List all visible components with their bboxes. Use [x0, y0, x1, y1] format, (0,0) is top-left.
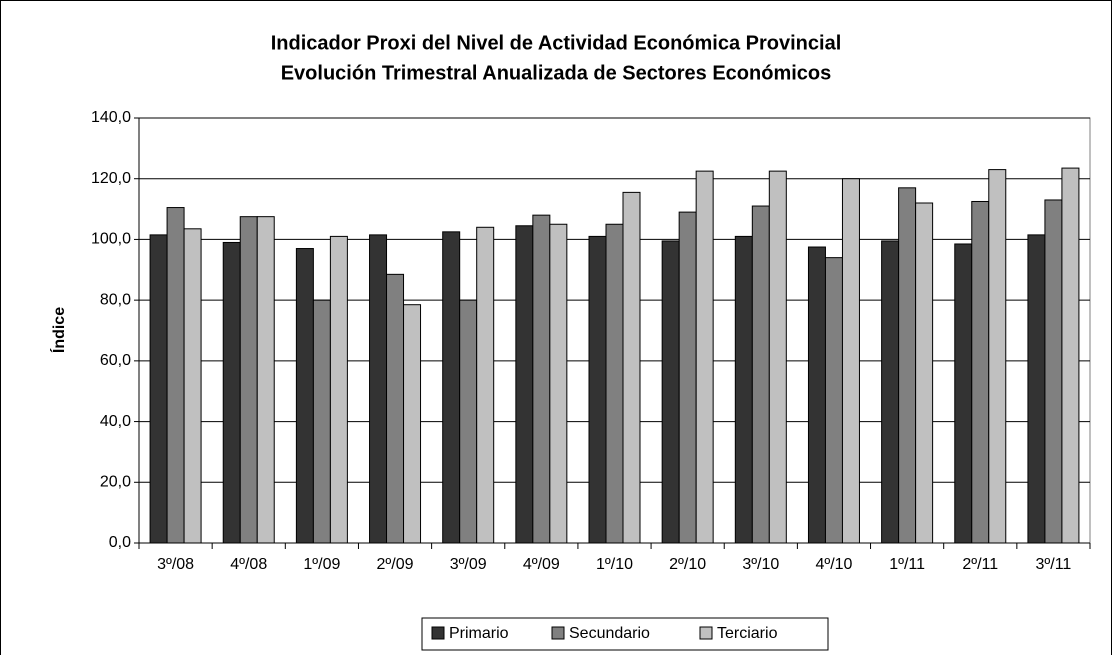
- bar: [734, 235, 753, 544]
- bar: [1027, 234, 1046, 544]
- y-tick-label: 40,0: [100, 413, 131, 430]
- bar: [386, 273, 405, 544]
- bar: [605, 223, 624, 544]
- y-tick-label: 60,0: [100, 352, 131, 369]
- bar: [532, 214, 551, 544]
- bar: [549, 223, 568, 544]
- bar: [695, 170, 714, 544]
- bar: [824, 257, 843, 544]
- y-tick-label: 100,0: [91, 231, 131, 248]
- bar: [183, 228, 202, 544]
- bar: [954, 243, 973, 544]
- bar: [166, 207, 185, 544]
- legend-swatch: [551, 626, 565, 640]
- legend-swatch: [699, 626, 713, 640]
- bar: [971, 200, 990, 544]
- x-tick-label: 4º/08: [230, 556, 267, 573]
- bar: [988, 169, 1007, 544]
- bar: [622, 191, 641, 544]
- y-tick-label: 80,0: [100, 291, 131, 308]
- x-tick-label: 1º/11: [889, 556, 925, 573]
- bar: [515, 225, 534, 544]
- bar: [588, 235, 607, 544]
- bar: [329, 235, 348, 544]
- bar: [476, 226, 495, 544]
- y-axis-label: Índice: [49, 307, 68, 353]
- chart-title: Indicador Proxi del Nivel de Actividad E…: [271, 32, 842, 54]
- x-tick-label: 1º/09: [303, 556, 340, 573]
- legend-swatch: [431, 626, 445, 640]
- bar: [442, 231, 461, 544]
- x-tick-label: 2º/09: [377, 556, 414, 573]
- x-tick-label: 3º/09: [450, 556, 487, 573]
- chart-subtitle: Evolución Trimestral Anualizada de Secto…: [281, 62, 832, 84]
- bar: [256, 216, 275, 544]
- y-tick-label: 120,0: [91, 170, 131, 187]
- x-tick-label: 4º/10: [815, 556, 852, 573]
- x-tick-label: 3º/08: [157, 556, 194, 573]
- bar: [1044, 199, 1063, 544]
- bar: [295, 248, 314, 544]
- bar: [369, 234, 388, 544]
- bar: [898, 187, 917, 544]
- bar: [678, 211, 697, 544]
- x-tick-label: 4º/09: [523, 556, 560, 573]
- bar: [807, 246, 826, 544]
- x-tick-label: 1º/10: [596, 556, 633, 573]
- legend-box: [421, 617, 829, 651]
- x-tick-label: 2º/11: [962, 556, 998, 573]
- y-tick-label: 20,0: [100, 474, 131, 491]
- bar: [841, 178, 860, 544]
- bar: [403, 304, 422, 544]
- bar: [222, 241, 241, 544]
- y-tick-label: 140,0: [91, 109, 131, 126]
- x-tick-label: 2º/10: [669, 556, 706, 573]
- bar: [312, 299, 331, 544]
- legend-label: Primario: [449, 625, 509, 642]
- bar: [149, 234, 168, 544]
- bar: [661, 240, 680, 544]
- bar: [768, 170, 787, 544]
- bar: [1061, 167, 1080, 544]
- x-tick-label: 3º/11: [1036, 556, 1072, 573]
- legend-label: Secundario: [569, 625, 650, 642]
- bar: [915, 202, 934, 544]
- bar: [751, 205, 770, 544]
- legend-label: Terciario: [717, 625, 778, 642]
- bar: [881, 240, 900, 544]
- y-tick-label: 0,0: [109, 534, 131, 551]
- bar: [459, 299, 478, 544]
- bar: [239, 216, 258, 544]
- x-tick-label: 3º/10: [742, 556, 779, 573]
